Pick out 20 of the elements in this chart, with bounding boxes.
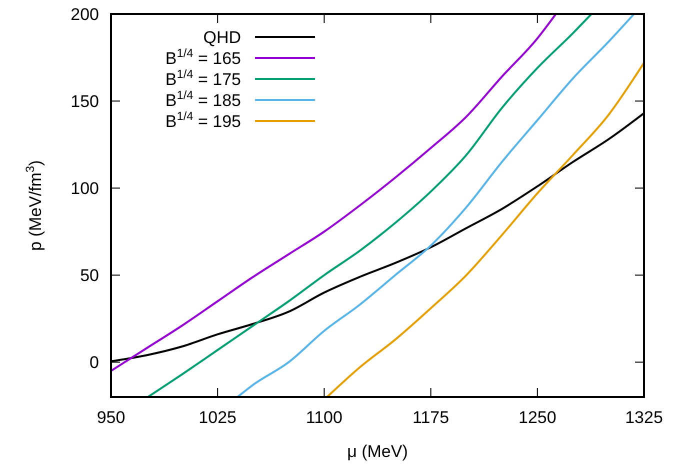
y-tick-label: 200 xyxy=(70,5,99,24)
y-tick-label: 0 xyxy=(90,353,99,372)
y-tick-label: 150 xyxy=(70,92,99,112)
y-tick-label: 100 xyxy=(70,179,99,198)
legend-label: QHD xyxy=(203,28,241,47)
x-tick-label: 1175 xyxy=(412,408,450,427)
line-series xyxy=(111,14,557,372)
legend-label: B$^{1/4}$ = 195 xyxy=(165,109,241,131)
line-series xyxy=(146,14,592,397)
legend-label: B$^{1/4}$ = 165 xyxy=(165,46,241,68)
line-series xyxy=(326,62,644,397)
x-tick-label: 1100 xyxy=(306,408,342,427)
legend-label: B$^{1/4}$ = 175 xyxy=(165,67,241,89)
y-tick-label: 50 xyxy=(80,266,99,286)
x-axis-title: μ (MeV) xyxy=(347,442,408,461)
x-tick-label: 1025 xyxy=(198,408,237,427)
x-tick-label: 1250 xyxy=(518,408,556,427)
x-tick-label: 1325 xyxy=(625,408,663,427)
legend-label: B$^{1/4}$ = 185 xyxy=(165,88,241,110)
x-tick-label: 950 xyxy=(96,408,126,427)
